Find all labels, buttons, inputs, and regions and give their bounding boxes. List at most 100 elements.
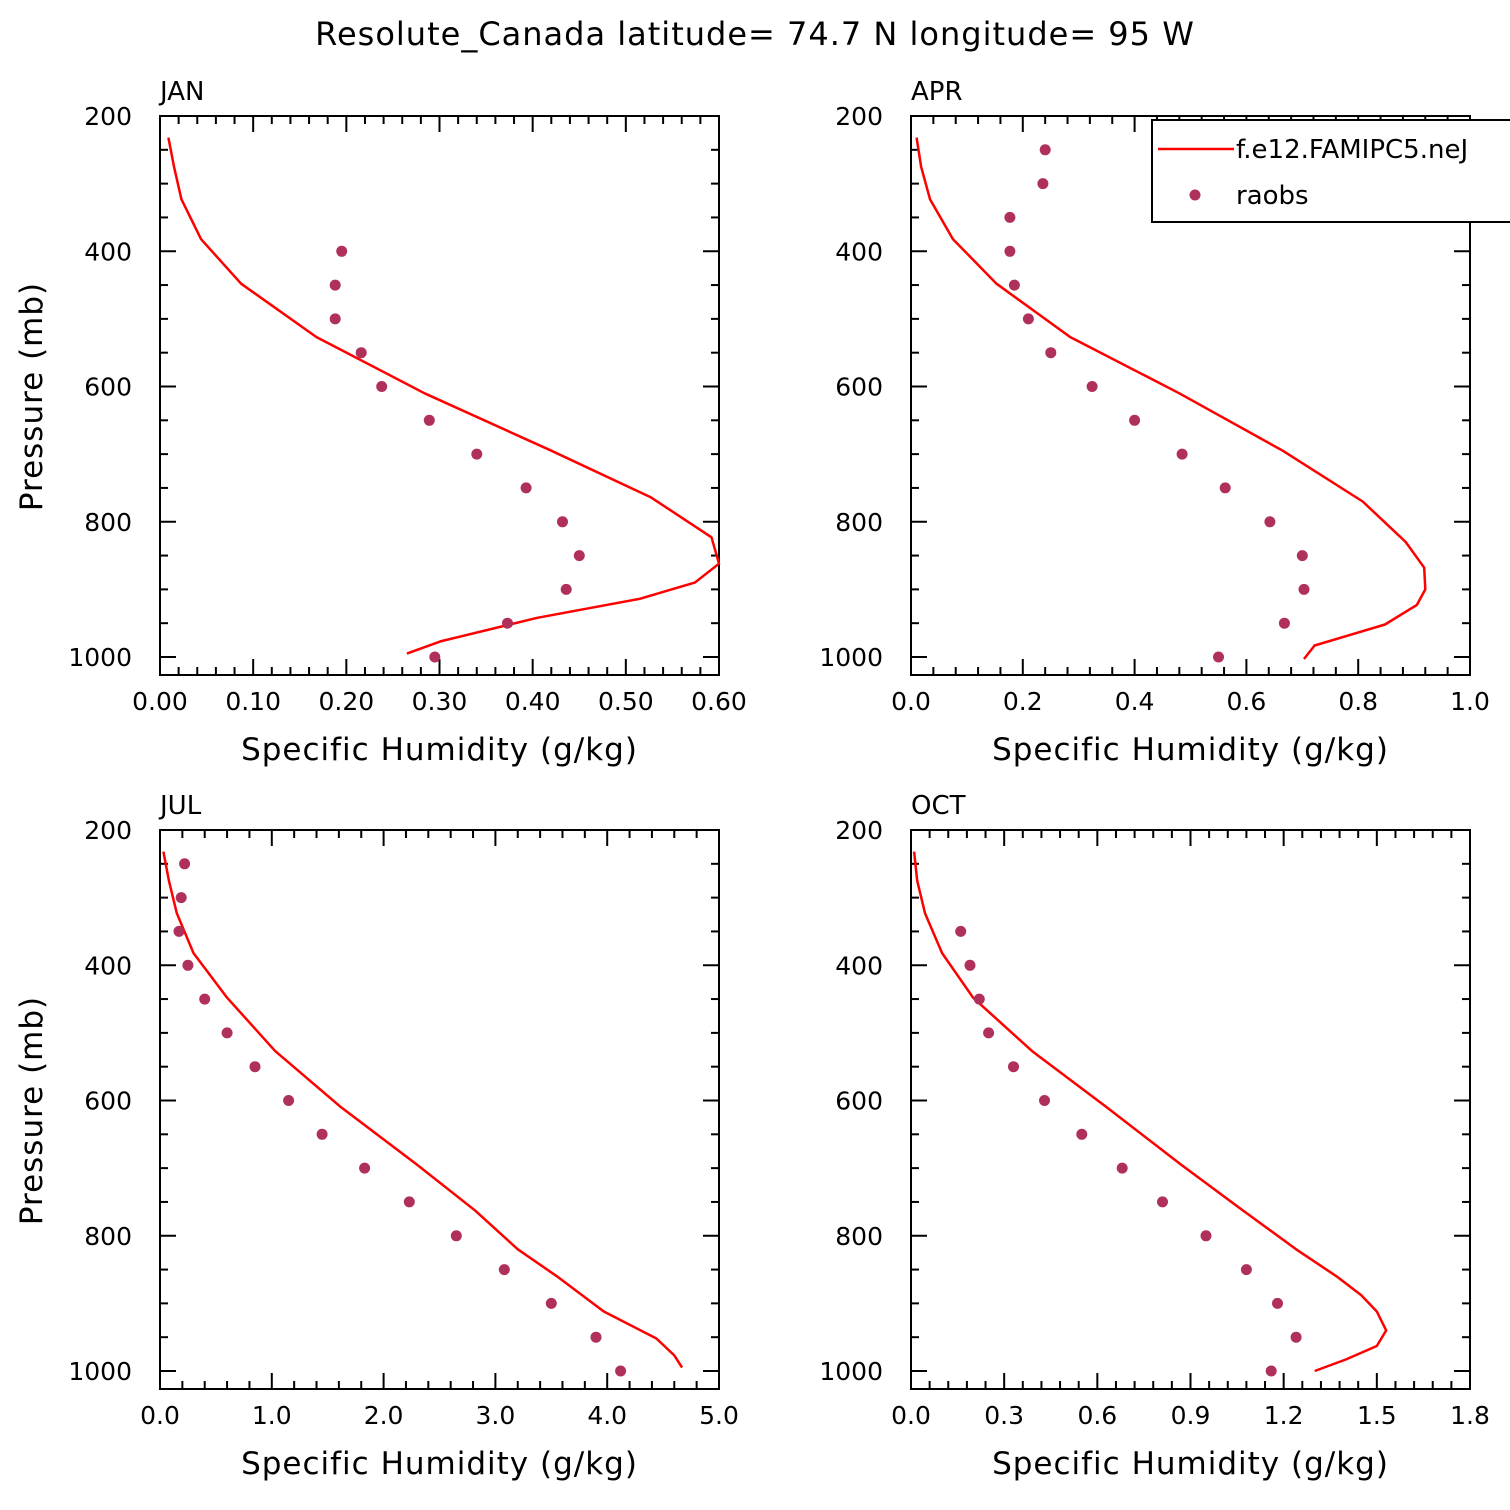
x-tick-label: 0.30 [412,687,468,716]
raobs-point [520,482,532,494]
raobs-point [376,381,388,392]
legend-model-label: f.e12.FAMIPC5.neJ [1236,135,1468,165]
chart-panel-jul: JUL 0.0 1.0 2.0 3.0 4.0 5.0 200 400 600 800 1000 Spe… [14,791,739,1482]
x-tick-label: 0.00 [132,687,188,716]
y-tick-label: 400 [84,951,132,980]
raobs-point [182,959,194,971]
plot-frame [910,829,1471,1390]
x-axis-title: Specific Humidity (g/kg) [992,732,1389,768]
x-tick-label: 0.2 [1003,687,1043,716]
x-axis-title: Specific Humidity (g/kg) [241,1446,638,1482]
x-tick-label: 1.2 [1264,1401,1304,1430]
raobs-point [1240,1264,1252,1276]
x-tick-label: 0.0 [891,1401,931,1430]
raobs-point [329,313,341,325]
raobs-point [964,959,976,971]
model-profile-line [912,851,1388,1373]
raobs-point [1200,1230,1212,1242]
y-tick-label: 600 [84,1087,132,1116]
x-tick-label: 0.60 [691,687,747,716]
x-axis-title: Specific Humidity (g/kg) [241,732,638,768]
raobs-point [429,651,441,663]
raobs-point [359,1162,371,1174]
y-tick-label: 1000 [819,643,883,672]
raobs-point [560,583,572,595]
raobs-point [1298,583,1310,595]
raobs-point [955,925,967,937]
raobs-point [1278,617,1290,629]
y-tick-label: 800 [84,508,132,537]
raobs-point [221,1027,233,1039]
plot-frame [159,115,720,676]
raobs-point [1272,1297,1283,1309]
x-tick-label: 1.8 [1450,1401,1490,1430]
model-profile-line [162,851,684,1369]
x-tick-label: 0.3 [984,1401,1024,1430]
y-tick-label: 600 [835,1087,883,1116]
plot-frame [910,115,1471,676]
x-tick-label: 4.0 [587,1401,627,1430]
raobs-point [1037,178,1049,190]
y-tick-label: 200 [835,816,883,845]
raobs-point [1265,1365,1277,1377]
raobs-point [973,993,985,1005]
raobs-point [1116,1162,1128,1174]
raobs-point [355,347,367,359]
raobs-point [498,1264,510,1276]
raobs-point [1045,347,1057,359]
raobs-point [1290,1331,1302,1343]
raobs-point [1264,516,1276,528]
chart-panel-oct: OCT 0.0 0.3 0.6 0.9 1.2 1.5 1.8 200 400 600 800 1000… [819,791,1490,1482]
raobs-point [316,1128,328,1140]
raobs-point [1004,245,1016,257]
raobs-point [1219,482,1231,494]
x-tick-label: 0.10 [225,687,281,716]
y-axis-title: Pressure (mb) [14,282,50,511]
raobs-point [983,1027,995,1039]
y-tick-label: 600 [84,373,132,402]
raobs-point [283,1095,295,1106]
x-tick-label: 0.0 [891,687,931,716]
legend: f.e12.FAMIPC5.neJ raobs [1151,119,1510,223]
panel-title: OCT [911,791,966,821]
raobs-point [1213,651,1224,663]
raobs-point [249,1061,261,1073]
y-tick-label: 600 [835,373,883,402]
panel-title: APR [911,77,963,107]
legend-obs-label: raobs [1236,181,1309,211]
y-tick-label: 800 [84,1222,132,1251]
y-tick-label: 1000 [68,1357,132,1386]
y-tick-label: 800 [835,508,883,537]
x-tick-label: 1.0 [1450,687,1490,716]
figure-title: Resolute_Canada latitude= 74.7 N longitu… [315,15,1195,53]
chart-panel-jan: JAN 0.00 0.10 0.20 0.30 0.40 0.50 0.60 200 400 600… [14,77,747,768]
raobs-point [1008,1061,1019,1073]
legend-box [1151,119,1510,223]
y-tick-label: 200 [835,102,883,131]
raobs-point [1076,1128,1088,1140]
raobs-point [545,1297,557,1309]
raobs-point [1296,550,1308,562]
raobs-point [573,550,585,562]
y-tick-label: 1000 [68,643,132,672]
panel-title: JUL [158,791,202,821]
raobs-point [1086,381,1098,392]
x-tick-label: 0.50 [598,687,654,716]
raobs-point [173,925,185,937]
y-tick-label: 200 [84,102,132,131]
panel-title: JAN [158,77,204,107]
y-tick-label: 400 [835,951,883,980]
raobs-point [1039,144,1051,156]
y-tick-label: 400 [84,237,132,266]
raobs-point [329,279,341,291]
x-tick-label: 0.20 [318,687,374,716]
raobs-point [1176,448,1188,460]
raobs-point [1039,1095,1050,1106]
raobs-point [557,516,568,528]
raobs-point [1004,211,1016,223]
x-tick-label: 0.4 [1115,687,1155,716]
raobs-point [1129,414,1141,426]
legend-dot-swatch [1189,189,1201,201]
raobs-point [199,993,211,1005]
